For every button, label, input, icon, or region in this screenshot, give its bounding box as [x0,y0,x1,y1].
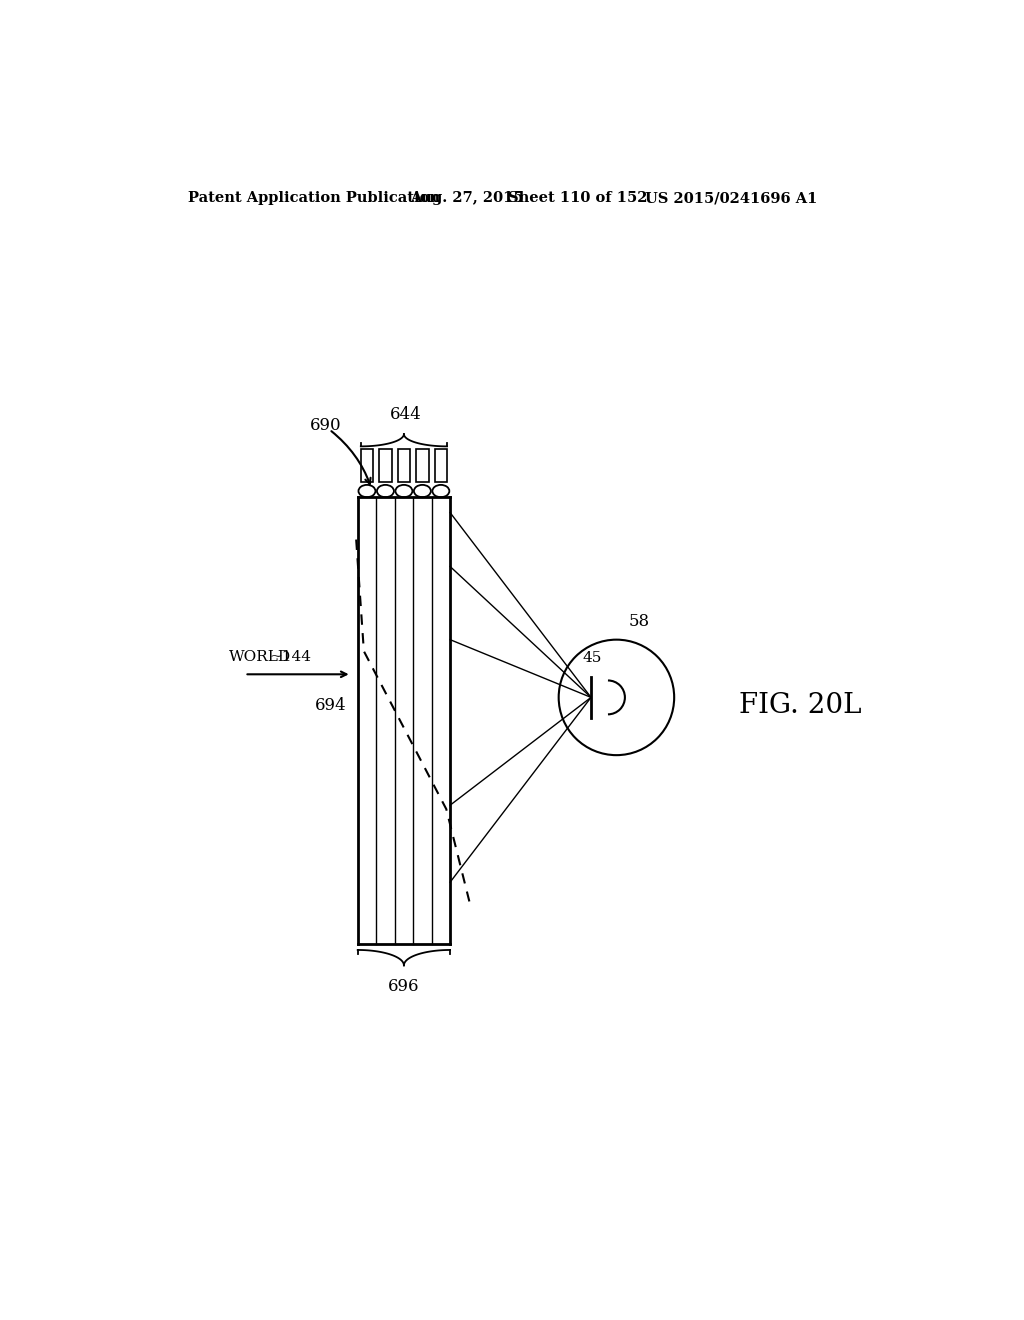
Text: FIG. 20L: FIG. 20L [739,692,861,718]
Bar [435,450,447,482]
Text: 45: 45 [583,651,602,665]
Bar [360,450,373,482]
Text: 644: 644 [390,407,422,424]
Text: US 2015/0241696 A1: US 2015/0241696 A1 [645,191,817,206]
Bar [416,450,429,482]
Bar [379,450,391,482]
Text: 58: 58 [629,614,650,631]
Text: Sheet 110 of 152: Sheet 110 of 152 [508,191,647,206]
Text: 694: 694 [314,697,346,714]
Bar [397,450,410,482]
Text: 696: 696 [388,978,420,995]
Text: Aug. 27, 2015: Aug. 27, 2015 [410,191,523,206]
Text: 690: 690 [310,417,342,434]
Text: Patent Application Publication: Patent Application Publication [188,191,440,206]
Text: WORLD: WORLD [229,651,291,664]
Text: ~144: ~144 [269,651,311,664]
